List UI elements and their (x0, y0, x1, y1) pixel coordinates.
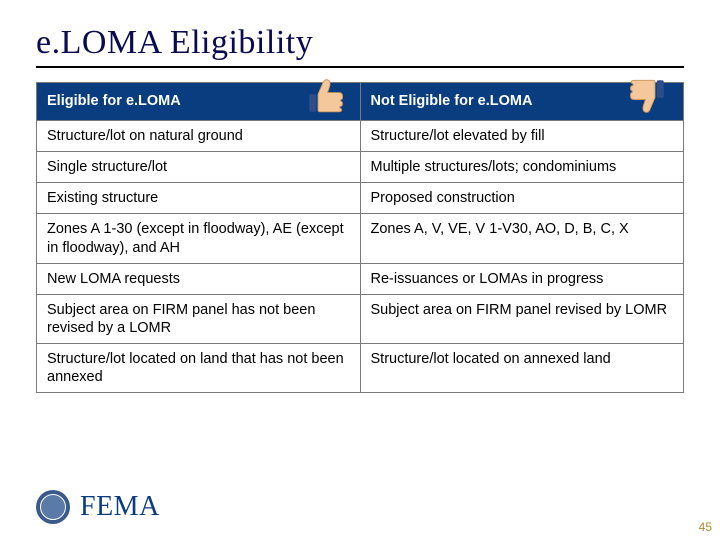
dhs-seal-icon (36, 490, 70, 524)
table-row: Zones A 1-30 (except in floodway), AE (e… (37, 214, 684, 263)
eligibility-table: Eligible for e.LOMA Not Eligible for e.L… (36, 82, 684, 393)
cell: Structure/lot located on land that has n… (37, 344, 361, 393)
footer-logo: FEMA (36, 490, 160, 524)
table-row: Subject area on FIRM panel has not been … (37, 294, 684, 343)
table-row: New LOMA requestsRe-issuances or LOMAs i… (37, 263, 684, 294)
cell: Subject area on FIRM panel revised by LO… (360, 294, 684, 343)
cell: Proposed construction (360, 183, 684, 214)
thumbs-up-icon (304, 75, 346, 122)
slide-title: e.LOMA Eligibility (36, 24, 684, 62)
col-header-not-eligible: Not Eligible for e.LOMA (360, 83, 684, 121)
page-number: 45 (699, 520, 712, 534)
col-header-not-eligible-label: Not Eligible for e.LOMA (371, 93, 533, 109)
cell: Structure/lot located on annexed land (360, 344, 684, 393)
thumbs-down-icon (627, 75, 669, 122)
cell: Existing structure (37, 183, 361, 214)
cell: Structure/lot elevated by fill (360, 121, 684, 152)
table-row: Single structure/lotMultiple structures/… (37, 152, 684, 183)
cell: New LOMA requests (37, 263, 361, 294)
cell: Single structure/lot (37, 152, 361, 183)
table-body: Structure/lot on natural groundStructure… (37, 121, 684, 393)
cell: Structure/lot on natural ground (37, 121, 361, 152)
title-underline (36, 66, 684, 68)
cell: Re-issuances or LOMAs in progress (360, 263, 684, 294)
col-header-eligible: Eligible for e.LOMA (37, 83, 361, 121)
fema-wordmark: FEMA (80, 491, 160, 523)
table-row: Structure/lot on natural groundStructure… (37, 121, 684, 152)
cell: Zones A 1-30 (except in floodway), AE (e… (37, 214, 361, 263)
table-row: Structure/lot located on land that has n… (37, 344, 684, 393)
cell: Multiple structures/lots; condominiums (360, 152, 684, 183)
col-header-eligible-label: Eligible for e.LOMA (47, 93, 181, 109)
table-row: Existing structureProposed construction (37, 183, 684, 214)
cell: Zones A, V, VE, V 1-V30, AO, D, B, C, X (360, 214, 684, 263)
cell: Subject area on FIRM panel has not been … (37, 294, 361, 343)
